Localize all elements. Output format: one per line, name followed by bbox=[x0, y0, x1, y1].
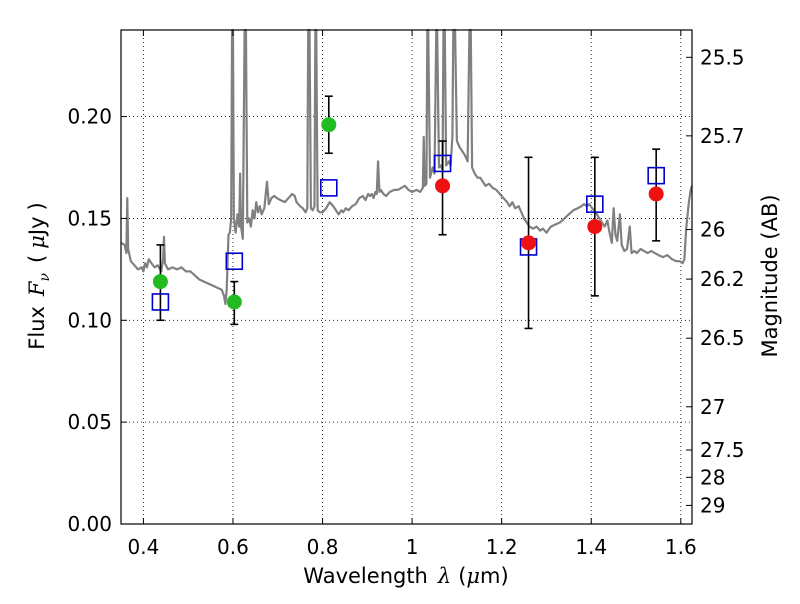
magnitude-tick-label: 27.5 bbox=[700, 438, 745, 462]
x-tick-label: 0.4 bbox=[127, 535, 159, 559]
x-tick-label: 1.6 bbox=[665, 535, 697, 559]
y-tick-label: 0.00 bbox=[67, 512, 112, 536]
x-tick-label: 0.6 bbox=[217, 535, 249, 559]
magnitude-tick-label: 28 bbox=[700, 465, 725, 489]
observed-point-marker bbox=[435, 178, 451, 194]
x-tick-label: 0.8 bbox=[307, 535, 339, 559]
observed-point-marker bbox=[648, 186, 664, 202]
grid-layer bbox=[121, 30, 692, 525]
y-tick-label: 0.10 bbox=[67, 308, 112, 332]
x-axis-label: Wavelength λ (μm) bbox=[303, 564, 508, 588]
magnitude-axis-label: Magnitude (AB) bbox=[758, 194, 782, 357]
model-square-marker bbox=[151, 293, 170, 311]
x-tick-label: 1 bbox=[406, 535, 419, 559]
y-tick-label: 0.15 bbox=[67, 206, 112, 230]
model-spectrum-line bbox=[120, 28, 694, 306]
marker-layer bbox=[151, 117, 665, 311]
observed-point-marker bbox=[587, 219, 603, 235]
model-square-marker bbox=[319, 179, 338, 197]
plot-frame bbox=[120, 29, 693, 525]
model-square-marker bbox=[586, 195, 604, 213]
observed-point-marker bbox=[226, 294, 242, 310]
x-tick-label: 1.2 bbox=[486, 535, 518, 559]
magnitude-tick-label: 26.5 bbox=[700, 326, 745, 350]
observed-point-marker bbox=[321, 117, 337, 133]
magnitude-tick-label: 25.7 bbox=[700, 124, 745, 148]
y-tick-label: 0.05 bbox=[67, 410, 112, 434]
y-tick-label: 0.20 bbox=[67, 105, 112, 129]
magnitude-tick-label: 26.2 bbox=[700, 267, 745, 291]
model-square-marker bbox=[647, 166, 665, 185]
observed-point-marker bbox=[521, 235, 537, 251]
magnitude-tick-label: 25.5 bbox=[700, 45, 745, 69]
x-tick-label: 1.4 bbox=[575, 535, 607, 559]
observed-point-marker bbox=[152, 274, 168, 290]
magnitude-tick-label: 26 bbox=[700, 218, 725, 242]
tick-layer: 0.4 0.6 0.8 1 1.2 1.4 1.6 0.00 0.05 0.10 0.15 0.20 2… bbox=[67, 30, 745, 559]
magnitude-tick-label: 27 bbox=[700, 395, 725, 419]
model-square-marker bbox=[433, 154, 452, 173]
y-axis-label: FluxFν(μJy) bbox=[25, 202, 53, 349]
model-square-marker bbox=[225, 252, 244, 271]
magnitude-tick-label: 29 bbox=[700, 493, 725, 517]
spectrum-layer bbox=[120, 28, 694, 306]
